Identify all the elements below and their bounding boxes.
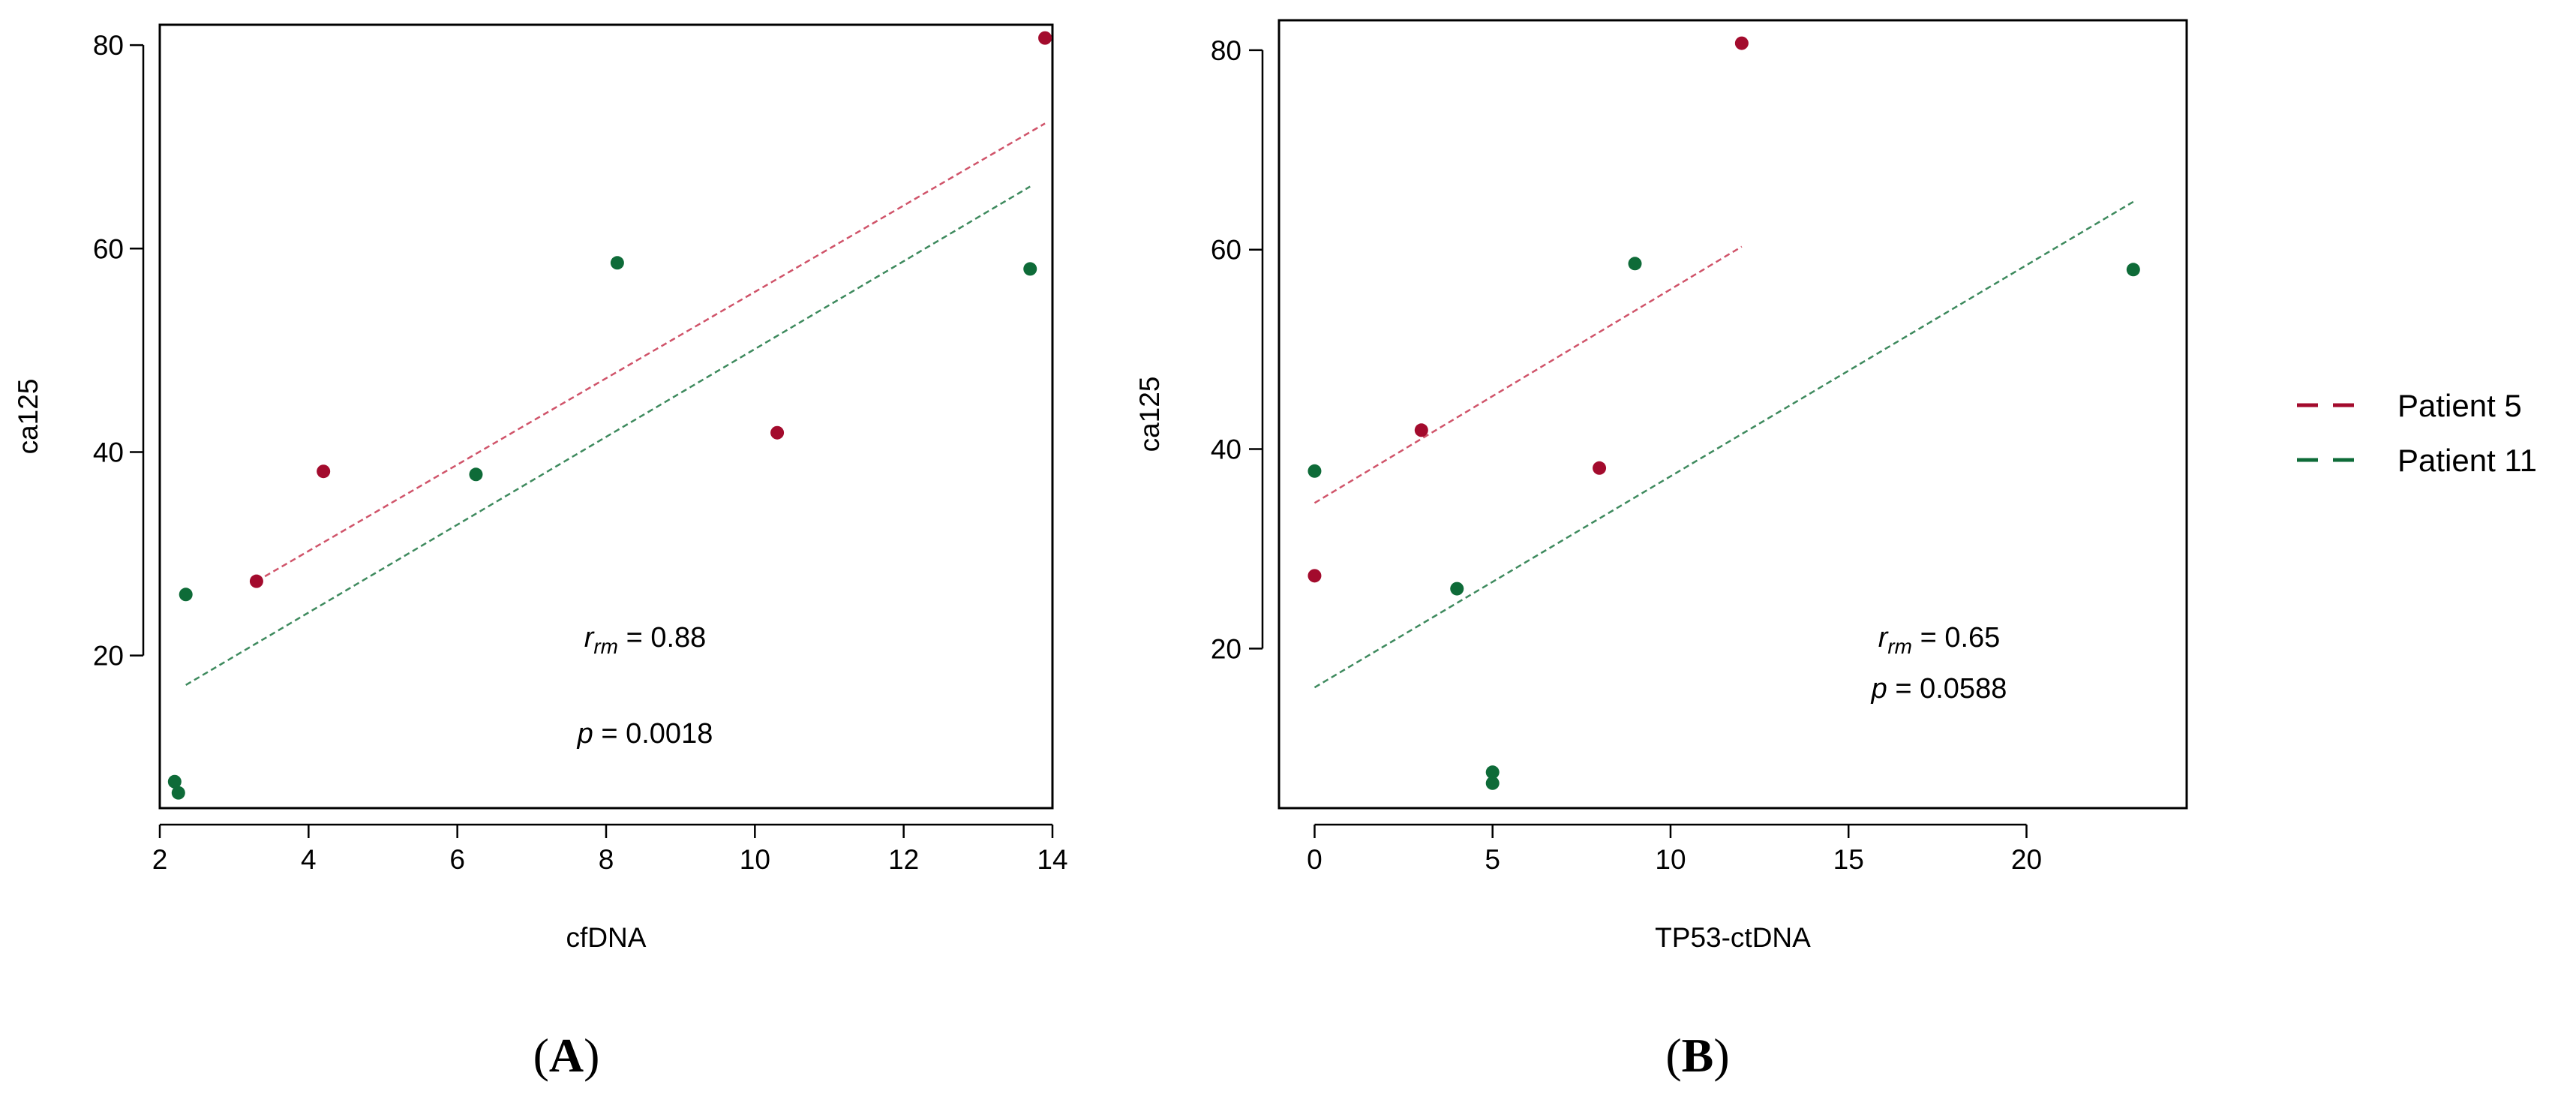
p-value-annotation: p = 0.0018: [577, 718, 713, 750]
x-axis-title: cfDNA: [566, 922, 647, 953]
x-tick-label: 8: [599, 844, 614, 875]
y-tick-label: 60: [1211, 235, 1241, 266]
fit-line-patient5: [1314, 245, 1743, 504]
legend-label: Patient 11: [2397, 443, 2537, 478]
correlation-annotation: rrm = 0.88: [584, 622, 707, 658]
p-value-annotation: p = 0.0588: [1871, 673, 2007, 705]
x-tick-label: 4: [301, 844, 317, 875]
y-tick-label: 20: [1211, 633, 1241, 664]
panel-b: 0 5 10 15 20 20 40 60 80 TP53-ctDNA ca125 rrm = 0.6…: [1134, 19, 2188, 1082]
data-point-patient5: [1038, 31, 1052, 45]
panel-label: (A): [533, 1029, 600, 1082]
y-axis-title: ca125: [13, 379, 44, 455]
data-point-patient11: [171, 786, 185, 800]
fit-line-patient11: [1314, 200, 2134, 689]
data-point-patient5: [1308, 569, 1322, 583]
data-point-patient11: [179, 588, 193, 602]
y-tick-label: 40: [1211, 434, 1241, 465]
data-point-patient11: [1450, 582, 1464, 596]
data-point-patient5: [770, 425, 785, 440]
x-tick-label: 12: [888, 844, 919, 875]
x-tick-label: 10: [740, 844, 770, 875]
x-tick-label: 0: [1307, 844, 1323, 875]
data-point-patient11: [610, 256, 624, 270]
y-tick-label: 40: [93, 437, 124, 467]
fit-line-patient11: [185, 185, 1031, 687]
x-tick-label: 10: [1655, 844, 1686, 875]
y-tick-label: 80: [93, 30, 124, 61]
legend: Patient 5 Patient 11: [2297, 388, 2537, 478]
data-point-patient5: [1593, 461, 1607, 475]
data-point-patient11: [1023, 262, 1037, 276]
data-point-patient5: [317, 464, 331, 479]
plot-frame: [158, 23, 1054, 810]
x-tick-label: 5: [1485, 844, 1500, 875]
data-point-patient11: [1308, 464, 1322, 478]
fit-line-patient5: [256, 122, 1046, 582]
x-axis-title: TP53-ctDNA: [1655, 922, 1811, 953]
data-point-patient5: [1734, 36, 1749, 50]
legend-label: Patient 5: [2397, 388, 2522, 423]
plot-frame: [1277, 19, 2188, 810]
data-point-patient11: [167, 774, 182, 789]
data-point-patient11: [1628, 257, 1642, 271]
x-tick-label: 15: [1833, 844, 1864, 875]
correlation-annotation: rrm = 0.65: [1878, 622, 2001, 658]
data-point-patient11: [2126, 263, 2140, 277]
panel-a: 2 4 6 8 10 12 14 20 40 60 80 cfDNA ca125 rrm = 0.88 p …: [13, 23, 1068, 1082]
x-tick-label: 20: [2011, 844, 2042, 875]
x-tick-label: 6: [449, 844, 465, 875]
y-tick-label: 80: [1211, 35, 1241, 66]
data-point-patient11: [1485, 776, 1500, 790]
y-tick-label: 20: [93, 641, 124, 672]
data-point-patient5: [249, 574, 263, 588]
data-point-patient11: [469, 467, 483, 482]
x-tick-label: 2: [152, 844, 168, 875]
panel-label: (B): [1665, 1029, 1729, 1082]
x-tick-label: 14: [1037, 844, 1067, 875]
y-tick-label: 60: [93, 233, 124, 264]
data-point-patient5: [1414, 423, 1428, 437]
data-point-patient11: [1485, 765, 1500, 780]
y-axis-title: ca125: [1134, 377, 1165, 452]
